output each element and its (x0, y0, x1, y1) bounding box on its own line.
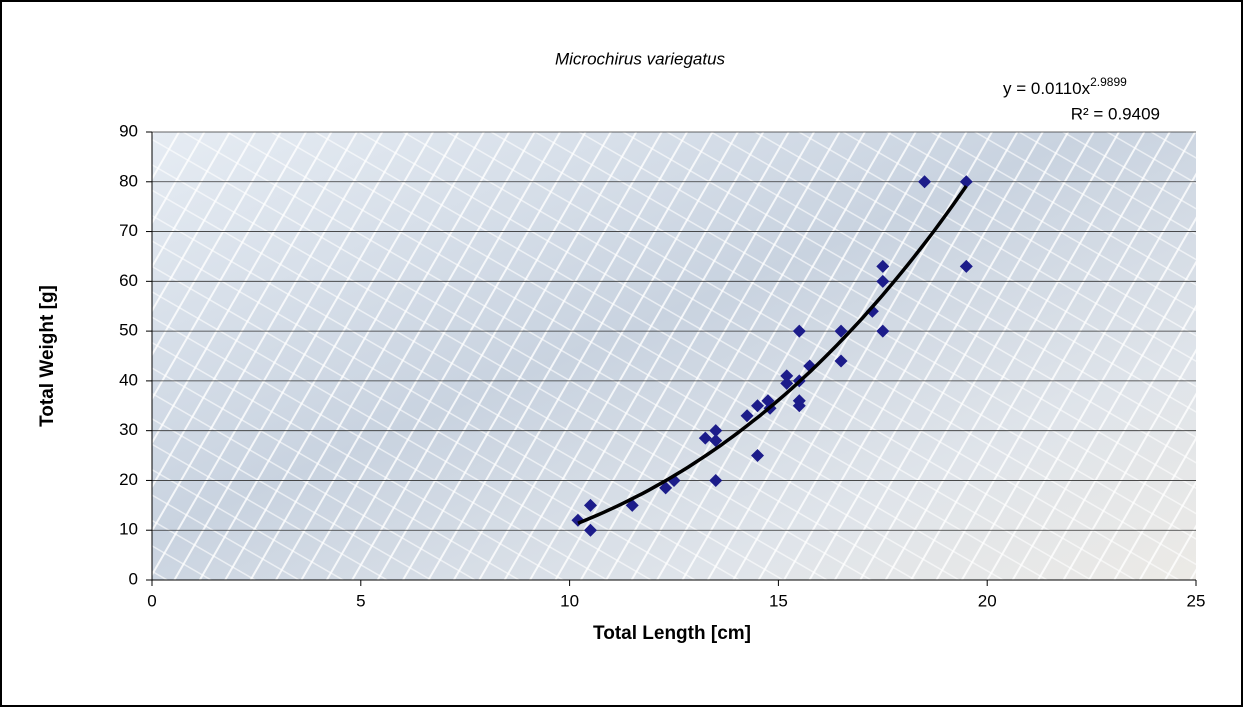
data-point (709, 473, 723, 487)
y-tick-label: 30 (119, 420, 138, 439)
data-point (792, 399, 806, 413)
y-tick-label: 0 (129, 569, 138, 588)
y-tick-label: 80 (119, 171, 138, 190)
data-point (780, 369, 794, 383)
data-point (876, 274, 890, 288)
data-point (918, 175, 932, 189)
x-tick-label: 20 (978, 591, 997, 610)
data-point (959, 175, 973, 189)
y-tick-label: 90 (119, 121, 138, 140)
data-point (751, 449, 765, 463)
y-tick-label: 60 (119, 271, 138, 290)
data-point (834, 324, 848, 338)
x-tick-label: 10 (560, 591, 579, 610)
x-axis-label: Total Length [cm] (593, 623, 751, 644)
data-point (959, 259, 973, 273)
x-tick-label: 15 (769, 591, 788, 610)
x-tick-label: 25 (1187, 591, 1206, 610)
y-axis-label: Total Weight [g] (37, 285, 58, 427)
x-tick-label: 5 (356, 591, 365, 610)
data-point (740, 409, 754, 423)
plot-texture (152, 132, 1196, 580)
y-tick-label: 40 (119, 370, 138, 389)
data-point (780, 376, 794, 390)
data-point (709, 424, 723, 438)
data-point (698, 431, 712, 445)
trendline (577, 184, 968, 525)
y-tick-label: 20 (119, 470, 138, 489)
data-point (659, 481, 673, 495)
data-point (583, 498, 597, 512)
x-tick-label: 0 (147, 591, 156, 610)
y-tick-label: 10 (119, 520, 138, 539)
data-point (709, 434, 723, 448)
data-point (583, 523, 597, 537)
y-tick-label: 70 (119, 221, 138, 240)
trendline-equation: y = 0.0110x2.9899 (1003, 75, 1127, 98)
data-point (751, 399, 765, 413)
chart-title: Microchirus variegatus (555, 49, 726, 68)
equation-base: y = 0.0110x (1003, 79, 1091, 98)
data-point (834, 354, 848, 368)
y-tick-label: 50 (119, 321, 138, 340)
data-point (792, 324, 806, 338)
data-point (876, 324, 890, 338)
r-squared: R² = 0.9409 (1071, 104, 1160, 123)
equation-exponent: 2.9899 (1090, 75, 1127, 89)
data-point (876, 259, 890, 273)
